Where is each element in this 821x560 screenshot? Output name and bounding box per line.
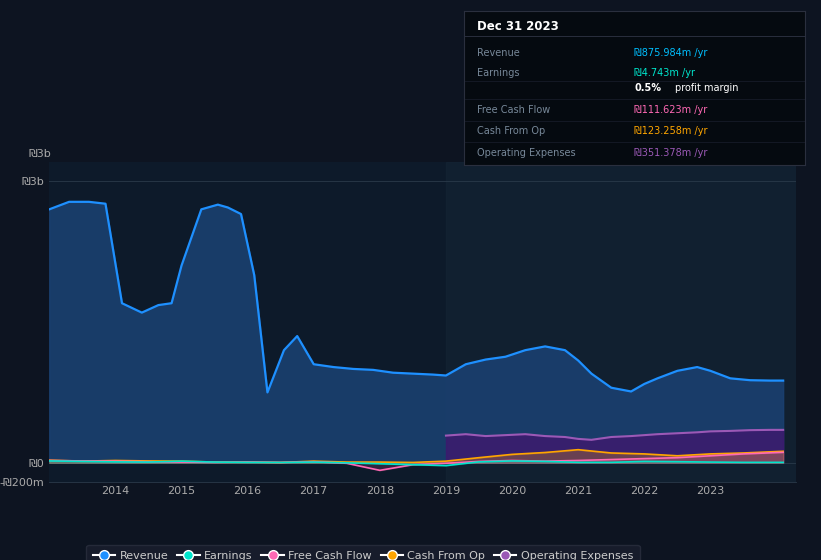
Text: profit margin: profit margin — [675, 83, 739, 93]
Text: ₪351.378m /yr: ₪351.378m /yr — [635, 148, 708, 158]
Text: Earnings: Earnings — [478, 68, 520, 78]
Text: ₪111.623m /yr: ₪111.623m /yr — [635, 105, 708, 115]
Text: Revenue: Revenue — [478, 48, 521, 58]
Text: Dec 31 2023: Dec 31 2023 — [478, 21, 559, 34]
Text: ₪4.743m /yr: ₪4.743m /yr — [635, 68, 695, 78]
Text: ₪123.258m /yr: ₪123.258m /yr — [635, 127, 708, 136]
Text: Operating Expenses: Operating Expenses — [478, 148, 576, 158]
Bar — [446, 162, 796, 482]
Text: ₪875.984m /yr: ₪875.984m /yr — [635, 48, 708, 58]
Legend: Revenue, Earnings, Free Cash Flow, Cash From Op, Operating Expenses: Revenue, Earnings, Free Cash Flow, Cash … — [86, 545, 640, 560]
Text: 0.5%: 0.5% — [635, 83, 661, 93]
Text: ₪3b: ₪3b — [29, 149, 52, 159]
Text: Cash From Op: Cash From Op — [478, 127, 546, 136]
Text: Free Cash Flow: Free Cash Flow — [478, 105, 551, 115]
